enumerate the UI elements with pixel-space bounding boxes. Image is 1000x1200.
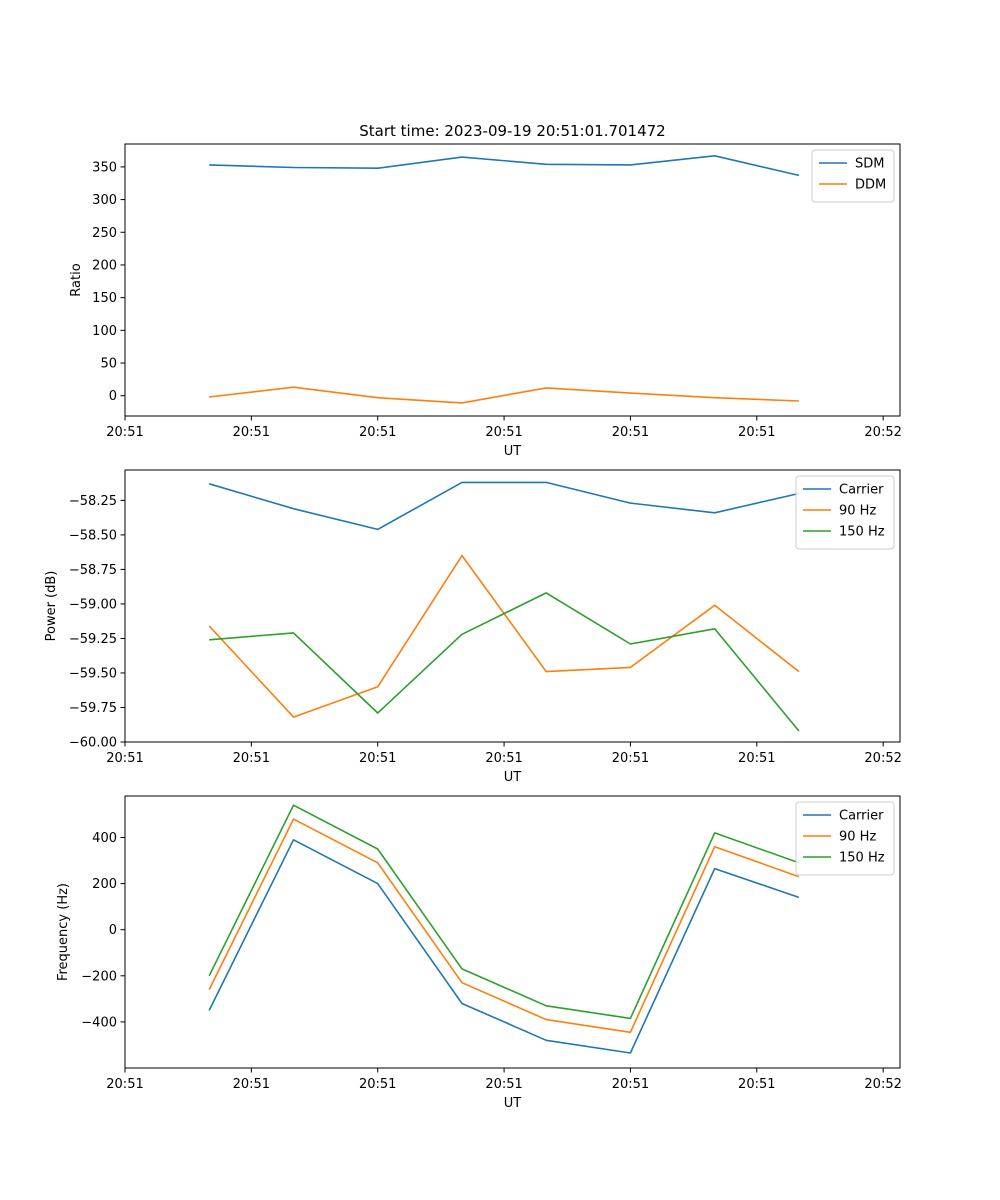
- series-line-sdm: [209, 155, 800, 177]
- y-tick-label: −58.75: [69, 563, 117, 578]
- x-tick-label: 20:51: [106, 425, 143, 440]
- x-tick-label: 20:52: [864, 1077, 901, 1092]
- y-tick-label: 150: [92, 291, 117, 306]
- y-tick-label: 100: [92, 324, 117, 339]
- y-tick-label: 400: [92, 831, 117, 846]
- legend: Carrier 90 Hz 150 Hz: [795, 801, 895, 876]
- y-tick-label: −59.75: [69, 701, 117, 716]
- y-tick-label: −58.25: [69, 494, 117, 509]
- legend-label: SDM: [855, 157, 884, 172]
- y-tick-label: 50: [100, 357, 117, 372]
- legend-label: 150 Hz: [839, 525, 885, 540]
- x-tick-label: 20:51: [359, 1077, 396, 1092]
- legend-label: 90 Hz: [839, 504, 876, 519]
- y-tick-label: 300: [92, 193, 117, 208]
- legend-label: 150 Hz: [839, 851, 885, 866]
- series-line-150-hz: [209, 592, 800, 732]
- x-tick-label: 20:51: [485, 425, 522, 440]
- x-tick-label: 20:51: [233, 751, 270, 766]
- y-axis-label: Ratio: [69, 263, 84, 296]
- y-tick-label: 0: [109, 389, 117, 404]
- x-tick-label: 20:51: [612, 1077, 649, 1092]
- y-tick-label: −400: [81, 1015, 117, 1030]
- legend: SDM DDM: [811, 149, 895, 203]
- series-line-carrier: [208, 481, 800, 531]
- y-tick-label: −59.00: [69, 597, 117, 612]
- y-tick-label: 350: [92, 160, 117, 175]
- legend-label: 90 Hz: [839, 830, 876, 845]
- series-line-carrier: [208, 838, 800, 1054]
- y-tick-label: −58.50: [69, 528, 117, 543]
- x-axis-label: UT: [504, 1096, 522, 1111]
- x-tick-label: 20:51: [106, 751, 143, 766]
- series-line-90-hz: [208, 818, 800, 1034]
- legend-label: Carrier: [839, 483, 884, 498]
- y-tick-label: −59.50: [69, 666, 117, 681]
- legend-label: Carrier: [839, 809, 884, 824]
- panel-2: 20:51 20:51 20:51 20:51 20:51 20:51 20:52 −60.0…: [44, 469, 902, 785]
- y-tick-label: −200: [81, 969, 117, 984]
- y-tick-label: 0: [109, 923, 117, 938]
- y-tick-label: 250: [92, 226, 117, 241]
- x-tick-label: 20:51: [738, 1077, 775, 1092]
- x-axis-label: UT: [504, 770, 522, 785]
- y-axis-label: Power (dB): [44, 571, 59, 642]
- legend: Carrier 90 Hz 150 Hz: [795, 475, 895, 550]
- x-axis-label: UT: [504, 444, 522, 459]
- x-tick-label: 20:51: [359, 425, 396, 440]
- x-tick-label: 20:51: [233, 425, 270, 440]
- panel-3: 20:51 20:51 20:51 20:51 20:51 20:51 20:52 −400 −…: [56, 795, 902, 1111]
- x-tick-label: 20:51: [738, 425, 775, 440]
- y-tick-label: 200: [92, 877, 117, 892]
- legend-label: DDM: [855, 178, 886, 193]
- panel-1: 20:51 20:51 20:51 20:51 20:51 20:51 20:52 0 50 10…: [69, 143, 902, 459]
- x-tick-label: 20:51: [359, 751, 396, 766]
- x-tick-label: 20:51: [233, 1077, 270, 1092]
- y-tick-label: 200: [92, 258, 117, 273]
- y-axis-label: Frequency (Hz): [56, 883, 71, 981]
- x-tick-label: 20:51: [485, 1077, 522, 1092]
- axes-frame: [124, 143, 901, 417]
- x-tick-label: 20:51: [612, 751, 649, 766]
- y-tick-label: −60.00: [69, 736, 117, 751]
- x-tick-label: 20:51: [738, 751, 775, 766]
- series-line-ddm: [209, 386, 799, 404]
- x-tick-label: 20:51: [612, 425, 649, 440]
- x-tick-label: 20:52: [864, 425, 901, 440]
- x-tick-label: 20:52: [864, 751, 901, 766]
- panels: 20:51 20:51 20:51 20:51 20:51 20:51 20:52 0 50 10…: [44, 143, 902, 1111]
- axes-frame: [124, 469, 901, 743]
- axes-frame: [124, 795, 901, 1069]
- x-tick-label: 20:51: [485, 751, 522, 766]
- x-tick-label: 20:51: [106, 1077, 143, 1092]
- series-line-150-hz: [208, 804, 800, 1020]
- y-tick-label: −59.25: [69, 632, 117, 647]
- chart-title: Start time: 2023-09-19 20:51:01.701472: [359, 122, 665, 140]
